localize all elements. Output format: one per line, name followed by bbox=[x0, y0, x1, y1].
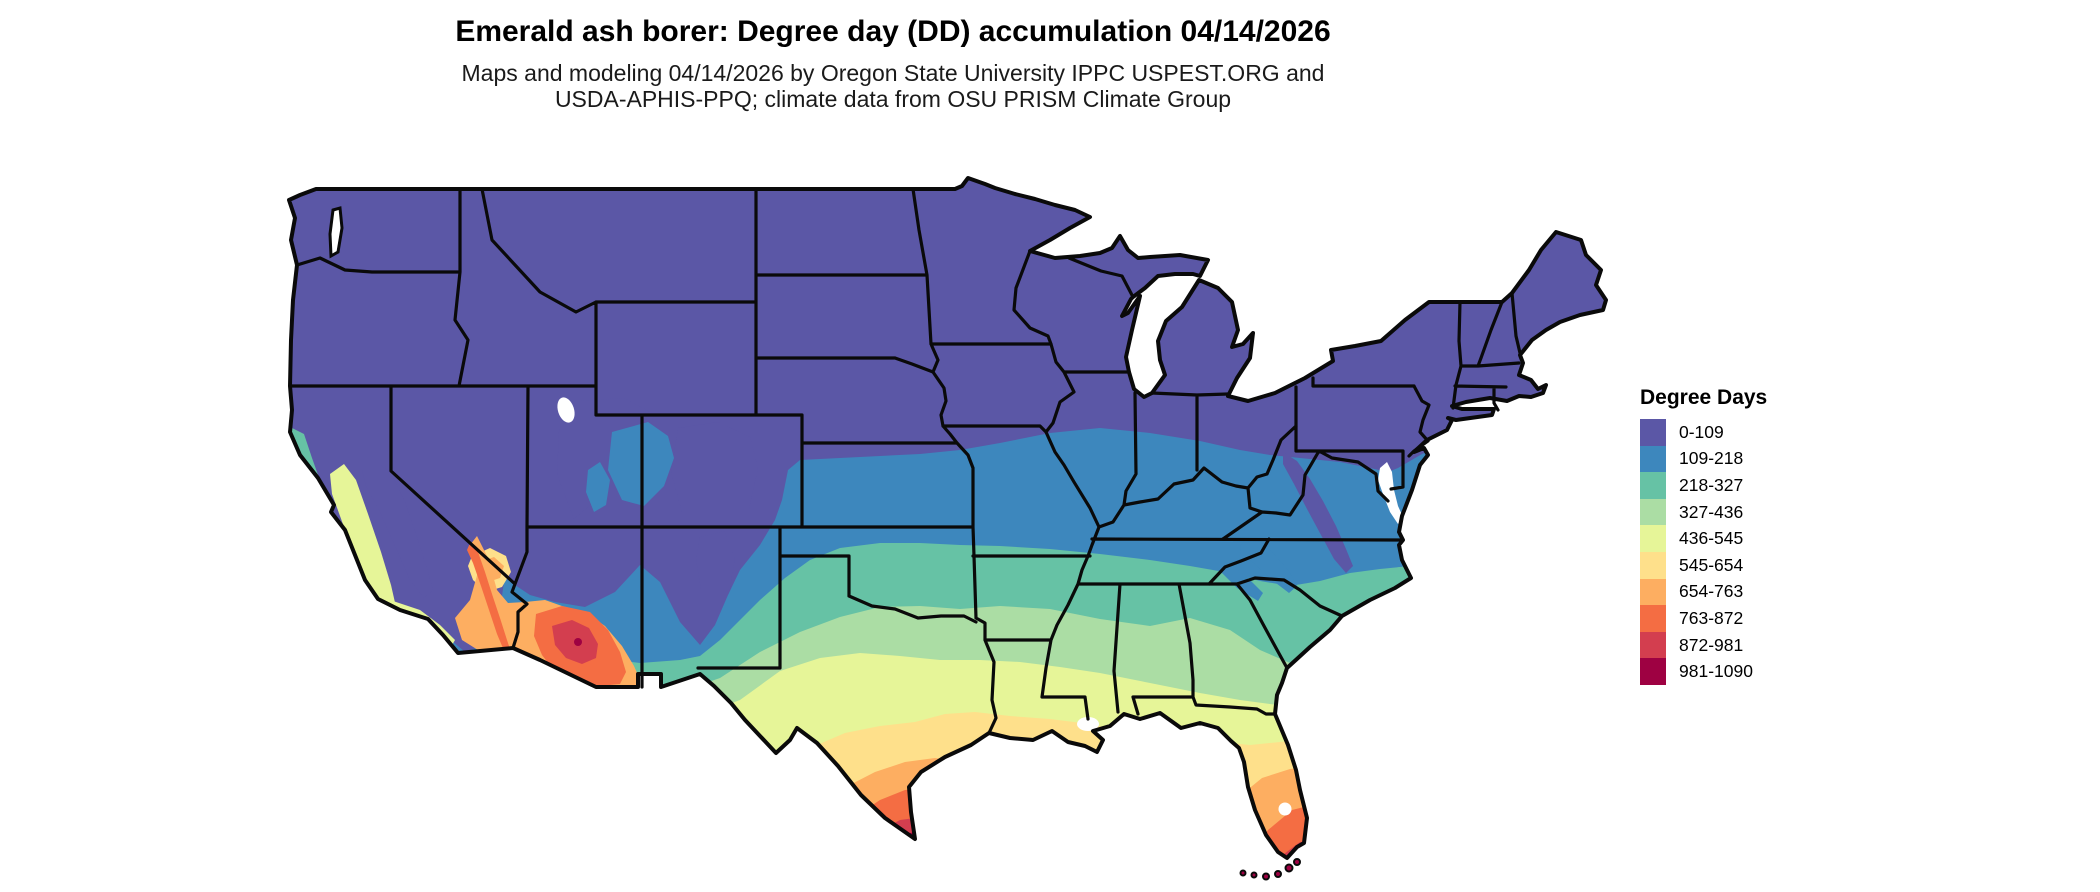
map-title: Emerald ash borer: Degree day (DD) accum… bbox=[455, 15, 1331, 48]
overlay-utah-valleys-2 bbox=[586, 462, 610, 512]
overlay-blue-ridge-finger bbox=[1220, 560, 1263, 601]
band-region-763-872 bbox=[289, 788, 1606, 858]
legend-label: 654-763 bbox=[1679, 581, 1744, 602]
legend-label: 0-109 bbox=[1679, 421, 1724, 442]
overlay-appalachian-ridge bbox=[1283, 452, 1353, 573]
florida-key-islet bbox=[1250, 871, 1258, 879]
band-region-872-981 bbox=[289, 818, 1606, 858]
state-borders bbox=[288, 187, 1522, 735]
florida-key-islet bbox=[1293, 858, 1301, 866]
legend-swatch-981-1090 bbox=[1640, 658, 1666, 685]
us-outline bbox=[287, 176, 1608, 860]
overlay-california-coast bbox=[292, 428, 452, 658]
legend-label: 763-872 bbox=[1679, 607, 1744, 628]
legend-swatch-0-109 bbox=[1640, 419, 1666, 446]
legend-swatch-654-763 bbox=[1640, 578, 1666, 606]
legend-swatch-763-872 bbox=[1640, 605, 1666, 632]
florida-keys bbox=[1239, 858, 1301, 881]
overlay-sierra-nevada bbox=[362, 462, 433, 598]
legend-label: 545-654 bbox=[1679, 554, 1744, 575]
overlay-phoenix-maroon-dot bbox=[574, 638, 582, 646]
legend-label: 218-327 bbox=[1679, 474, 1744, 495]
legend-row: 0-109 bbox=[1640, 419, 1767, 446]
chesapeake-bay bbox=[1378, 462, 1403, 524]
band-region-545-654 bbox=[289, 712, 1606, 858]
great-salt-lake bbox=[557, 397, 575, 423]
band-region-654-763 bbox=[289, 758, 1606, 858]
band-region-981-1090 bbox=[289, 832, 1606, 858]
legend-row: 327-436 bbox=[1640, 498, 1767, 526]
florida-key-islet bbox=[1239, 869, 1247, 877]
legend-swatch-545-654 bbox=[1640, 551, 1666, 579]
map-subtitle-line1: Maps and modeling 04/14/2026 by Oregon S… bbox=[461, 60, 1325, 86]
florida-key-islet bbox=[1274, 870, 1282, 878]
florida-key-islet bbox=[1284, 863, 1294, 873]
overlay-central-valley bbox=[330, 464, 396, 615]
legend-row: 436-545 bbox=[1640, 525, 1767, 552]
legend-row: 981-1090 bbox=[1640, 658, 1767, 685]
legend-swatch-218-327 bbox=[1640, 472, 1666, 499]
legend-row: 109-218 bbox=[1640, 445, 1767, 473]
legend-label: 327-436 bbox=[1679, 501, 1744, 522]
legend-row: 545-654 bbox=[1640, 551, 1767, 579]
legend-row: 218-327 bbox=[1640, 472, 1767, 499]
legend-swatch-436-545 bbox=[1640, 525, 1666, 552]
degree-day-raster bbox=[289, 178, 1606, 858]
legend-swatch-109-218 bbox=[1640, 445, 1666, 473]
title-block: Emerald ash borer: Degree day (DD) accum… bbox=[0, 14, 1786, 112]
legend-swatch-872-981 bbox=[1640, 631, 1666, 659]
overlay-colorado-rockies bbox=[671, 422, 758, 540]
legend-row: 654-763 bbox=[1640, 578, 1767, 606]
legend-row: 872-981 bbox=[1640, 631, 1767, 659]
band-region-436-545 bbox=[289, 653, 1606, 858]
lake-pontchartrain bbox=[1077, 717, 1099, 731]
puget-sound bbox=[328, 206, 344, 259]
map-subtitle: Maps and modeling 04/14/2026 by Oregon S… bbox=[0, 60, 1786, 112]
overlay-death-valley-streak bbox=[467, 543, 512, 655]
legend-title: Degree Days bbox=[1640, 386, 1768, 409]
legend-label: 981-1090 bbox=[1679, 661, 1753, 682]
legend-row: 763-872 bbox=[1640, 605, 1767, 632]
overlay-sangre-de-cristo bbox=[696, 531, 735, 614]
legend-label: 436-545 bbox=[1679, 528, 1744, 549]
legend-swatch-327-436 bbox=[1640, 498, 1666, 526]
lake-okeechobee bbox=[1278, 802, 1292, 816]
map-subtitle-line2: USDA-APHIS-PPQ; climate data from OSU PR… bbox=[554, 86, 1232, 112]
legend-label: 872-981 bbox=[1679, 634, 1744, 655]
legend-label: 109-218 bbox=[1679, 448, 1744, 469]
florida-key-islet bbox=[1262, 872, 1270, 881]
legend: Degree Days 0-109 109-218 218-327 327-43… bbox=[1640, 386, 1767, 685]
